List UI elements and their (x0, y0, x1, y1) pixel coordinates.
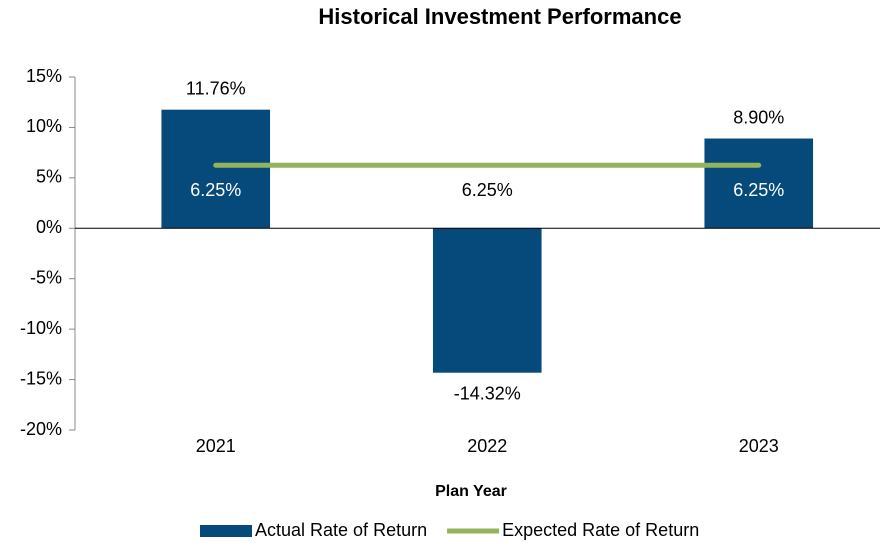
bar (704, 138, 814, 229)
data-label: 6.25% (733, 180, 784, 200)
bar (161, 109, 271, 229)
data-label: 6.25% (462, 180, 513, 200)
y-tick-label: 5% (36, 167, 62, 187)
legend-label: Actual Rate of Return (255, 520, 427, 540)
y-tick-label: -5% (30, 267, 62, 287)
y-tick-label: -15% (20, 368, 62, 388)
x-axis-title: Plan Year (435, 483, 507, 500)
chart-title: Historical Investment Performance (318, 4, 681, 29)
data-label: -14.32% (454, 383, 521, 403)
data-label: 8.90% (733, 107, 784, 127)
data-label: 11.76% (186, 78, 246, 98)
y-tick-label: 15% (26, 66, 62, 86)
legend-swatch (200, 525, 252, 537)
y-tick-label: -10% (20, 318, 62, 338)
y-tick-label: 0% (36, 217, 62, 237)
x-tick-label: 2021 (196, 436, 236, 456)
x-tick-label: 2022 (467, 436, 507, 456)
y-tick-label: -20% (20, 419, 62, 439)
y-tick-label: 10% (26, 116, 62, 136)
x-tick-label: 2023 (739, 436, 779, 456)
legend-label: Expected Rate of Return (502, 520, 699, 540)
bar (432, 228, 542, 373)
data-label: 6.25% (190, 180, 241, 200)
